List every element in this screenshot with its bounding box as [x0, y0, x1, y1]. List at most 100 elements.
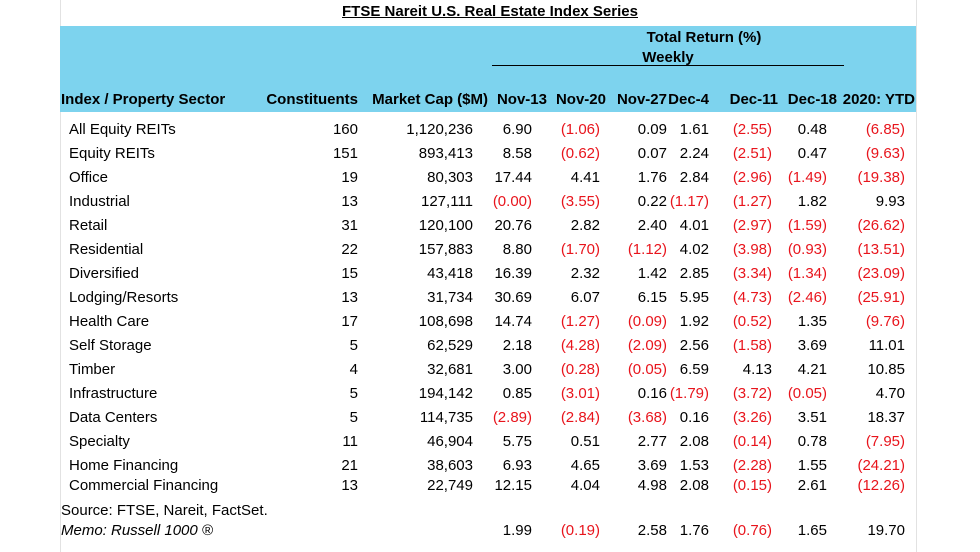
table-cell: 2.08 — [679, 477, 709, 494]
table-cell: 2.18 — [502, 337, 532, 354]
table-cell: 4.70 — [875, 385, 905, 402]
table-cell: (3.68) — [627, 409, 667, 426]
table-cell: (0.00) — [492, 193, 532, 210]
table-cell: 151 — [332, 145, 358, 162]
table-cell: (7.95) — [865, 433, 905, 450]
table-cell: 0.16 — [637, 385, 667, 402]
row-label: Diversified — [69, 265, 140, 282]
table-cell: 4.21 — [797, 361, 827, 378]
row-label: Data Centers — [69, 409, 158, 426]
table-cell: 2.85 — [679, 265, 709, 282]
column-header: Constituents — [266, 91, 358, 108]
table-cell: 157,883 — [418, 241, 473, 258]
table-cell: 2.40 — [637, 217, 667, 234]
table-cell: (2.51) — [732, 145, 772, 162]
table-cell: 2.56 — [679, 337, 709, 354]
row-label: Lodging/Resorts — [69, 289, 179, 306]
table-cell: 0.48 — [797, 121, 827, 138]
table-cell: (0.05) — [787, 385, 827, 402]
memo-cell: 19.70 — [867, 522, 905, 539]
table-cell: (0.14) — [732, 433, 772, 450]
table-cell: (3.34) — [732, 265, 772, 282]
table-cell: 0.78 — [797, 433, 827, 450]
table-cell: (1.79) — [669, 385, 709, 402]
table-cell: 17 — [341, 313, 358, 330]
table-cell: (19.38) — [857, 169, 905, 186]
table-cell: 120,100 — [418, 217, 473, 234]
table-cell: 2.32 — [570, 265, 600, 282]
table-cell: 15 — [341, 265, 358, 282]
table-cell: 2.77 — [637, 433, 667, 450]
row-label: Residential — [69, 241, 144, 258]
table-cell: (4.73) — [732, 289, 772, 306]
table-cell: 0.47 — [797, 145, 827, 162]
row-label: Infrastructure — [69, 385, 158, 402]
table-cell: 21 — [341, 457, 358, 474]
table-cell: 16.39 — [494, 265, 532, 282]
table-cell: 38,603 — [427, 457, 473, 474]
table-cell: (3.01) — [560, 385, 600, 402]
table-cell: 0.07 — [637, 145, 667, 162]
row-label: Health Care — [69, 313, 150, 330]
table-cell: 8.58 — [502, 145, 532, 162]
header-band — [60, 26, 916, 112]
column-header: Dec-18 — [787, 91, 837, 108]
memo-cell: 1.76 — [679, 522, 709, 539]
column-header: Nov-13 — [496, 91, 547, 108]
table-cell: 6.93 — [502, 457, 532, 474]
table-cell: 893,413 — [418, 145, 473, 162]
grid-line — [60, 0, 61, 552]
table-cell: (1.34) — [787, 265, 827, 282]
table-cell: 0.85 — [502, 385, 532, 402]
table-cell: 4.01 — [679, 217, 709, 234]
table-cell: 1.42 — [637, 265, 667, 282]
table-cell: (3.72) — [732, 385, 772, 402]
table-cell: 2.08 — [679, 433, 709, 450]
table-cell: 17.44 — [494, 169, 532, 186]
table-cell: 0.51 — [570, 433, 600, 450]
table-cell: (26.62) — [857, 217, 905, 234]
table-cell: 3.69 — [797, 337, 827, 354]
table-cell: 3.69 — [637, 457, 667, 474]
table-cell: (1.49) — [787, 169, 827, 186]
table-cell: (2.97) — [732, 217, 772, 234]
table-cell: 8.80 — [502, 241, 532, 258]
table-cell: 160 — [332, 121, 358, 138]
table-cell: 46,904 — [427, 433, 473, 450]
table-cell: 11 — [342, 433, 358, 450]
table-cell: 18.37 — [867, 409, 905, 426]
source-note: Source: FTSE, Nareit, FactSet. — [61, 502, 268, 519]
table-cell: 4 — [349, 361, 358, 378]
table-cell: 0.22 — [637, 193, 667, 210]
table-cell: 30.69 — [494, 289, 532, 306]
row-label: Retail — [69, 217, 108, 234]
memo-cell: 1.99 — [502, 522, 532, 539]
table-cell: (2.89) — [492, 409, 532, 426]
table-cell: (6.85) — [865, 121, 905, 138]
table-cell: (0.52) — [732, 313, 772, 330]
table-cell: (12.26) — [857, 477, 905, 494]
table-cell: (2.09) — [627, 337, 667, 354]
group-header-weekly: Weekly — [642, 49, 694, 66]
table-cell: (1.06) — [560, 121, 600, 138]
table-cell: (25.91) — [857, 289, 905, 306]
memo-cell: (0.76) — [732, 522, 772, 539]
table-cell: 1.55 — [797, 457, 827, 474]
memo-cell: 2.58 — [637, 522, 667, 539]
table-cell: (0.93) — [787, 241, 827, 258]
row-label: Specialty — [69, 433, 130, 450]
table-cell: (9.63) — [865, 145, 905, 162]
table-cell: 4.02 — [679, 241, 709, 258]
table-cell: 1.53 — [679, 457, 709, 474]
table-cell: 3.51 — [797, 409, 827, 426]
group-header-total-return: Total Return (%) — [646, 29, 762, 46]
row-label: Home Financing — [69, 457, 179, 474]
table-cell: 5.95 — [679, 289, 709, 306]
table-cell: 32,681 — [427, 361, 473, 378]
row-label: Timber — [69, 361, 116, 378]
table-cell: (3.26) — [732, 409, 772, 426]
table-cell: 1.92 — [679, 313, 709, 330]
table-cell: 1.61 — [679, 121, 709, 138]
table-cell: 1,120,236 — [406, 121, 473, 138]
table-cell: 13 — [341, 477, 358, 494]
